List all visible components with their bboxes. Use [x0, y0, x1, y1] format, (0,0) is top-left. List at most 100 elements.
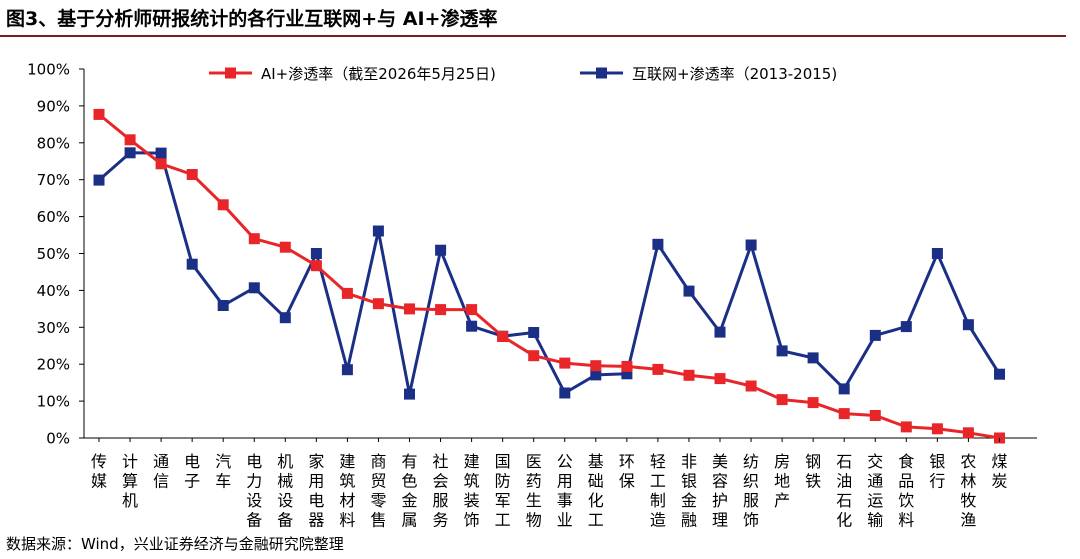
legend: AI+渗透率（截至2026年5月25日) 互联网+渗透率（2013-2015) [209, 65, 837, 83]
y-tick-label: 10% [37, 393, 70, 411]
data-point-marker [652, 238, 664, 250]
data-point-marker [621, 368, 633, 380]
x-tick-label: 食品饮料 [898, 452, 914, 530]
data-point-marker [590, 369, 602, 381]
y-tick-label: 30% [37, 319, 70, 337]
y-tick-label: 70% [37, 171, 70, 189]
x-tick-label: 传媒 [91, 452, 107, 491]
data-point-marker [900, 421, 912, 433]
data-point-marker [341, 364, 353, 376]
data-point-marker [124, 147, 136, 159]
x-tick-label: 电力设备 [246, 452, 262, 530]
x-tick-label: 机械设备 [277, 452, 293, 530]
data-point-marker [279, 241, 291, 253]
y-tick-label: 80% [37, 134, 70, 152]
data-point-marker [217, 300, 229, 311]
data-point-marker [155, 158, 167, 170]
data-point-marker [776, 394, 788, 406]
title-divider [0, 35, 1066, 37]
data-point-marker [404, 388, 415, 400]
legend-label: 互联网+渗透率（2013-2015) [632, 65, 837, 83]
data-point-marker [248, 282, 260, 294]
data-point-marker [435, 244, 447, 256]
x-tick-label: 有色金属 [401, 452, 417, 530]
x-tick-label: 纺织服饰 [743, 452, 759, 530]
series-internet [93, 147, 1005, 400]
data-point-marker [621, 360, 633, 372]
x-tick-label: 环保 [619, 452, 635, 491]
x-tick-label: 农林牧渔 [960, 452, 976, 530]
data-point-marker [310, 248, 322, 259]
x-tick-label: 电子 [184, 452, 200, 491]
y-tick-label: 0% [46, 430, 70, 448]
data-point-marker [838, 408, 850, 420]
y-tick-label: 100% [27, 61, 70, 79]
data-point-marker [559, 357, 571, 369]
data-point-marker [559, 387, 571, 399]
data-point-marker [497, 331, 509, 342]
x-tick-label: 银行 [929, 452, 945, 491]
data-point-marker [838, 383, 850, 395]
x-tick-label: 石油石化 [836, 452, 852, 530]
data-point-marker [869, 329, 881, 341]
data-point-marker [931, 248, 943, 259]
data-point-marker [869, 410, 881, 421]
x-tick-label: 轻工制造 [650, 452, 666, 530]
data-point-marker [776, 345, 788, 357]
legend-marker [225, 67, 236, 79]
y-tick-label: 20% [37, 356, 70, 374]
x-tick-label: 建筑装饰 [464, 452, 480, 530]
data-point-marker [124, 134, 136, 146]
data-point-marker [372, 225, 384, 237]
series-lines [93, 108, 1005, 444]
chart-title: 图3、基于分析师研报统计的各行业互联网+与 AI+渗透率 [6, 8, 498, 30]
x-tick-label: 计算机 [122, 452, 138, 510]
legend-label: AI+渗透率（截至2026年5月25日) [261, 65, 496, 83]
data-point-marker [341, 287, 353, 299]
x-tick-label: 社会服务 [433, 452, 449, 530]
data-point-marker [714, 373, 726, 385]
data-point-marker [93, 108, 105, 120]
data-point-marker [372, 298, 384, 310]
data-point-marker [745, 380, 757, 392]
x-tick-label: 房地产 [774, 452, 790, 510]
y-tick-label: 60% [37, 208, 70, 226]
y-axis-ticks: 0% 10% 20% 30% 40% 50% 60% 70% 80% 90% 100% [27, 61, 1037, 448]
data-point-marker [155, 147, 167, 159]
x-tick-label: 非银金融 [681, 452, 697, 530]
data-point-marker [93, 174, 105, 186]
x-tick-label: 家用电器 [308, 452, 324, 530]
data-point-marker [714, 326, 726, 338]
data-point-marker [807, 397, 819, 409]
data-source-note: 数据来源：Wind，兴业证券经济与金融研究院整理 [6, 535, 344, 553]
data-point-marker [528, 350, 540, 362]
x-tick-label: 煤炭 [991, 452, 1007, 491]
x-tick-label: 公用事业 [557, 452, 573, 530]
x-tick-label: 通信 [153, 452, 169, 491]
data-point-marker [994, 368, 1005, 380]
data-point-marker [962, 427, 974, 439]
x-tick-label: 钢铁 [805, 452, 821, 491]
legend-marker [596, 67, 607, 79]
x-tick-label: 国防军工 [495, 452, 511, 530]
x-tick-label: 商贸零售 [370, 452, 386, 530]
x-tick-label: 汽车 [215, 452, 231, 491]
y-tick-label: 90% [37, 97, 70, 115]
data-point-marker [590, 360, 602, 372]
data-point-marker [466, 304, 478, 316]
data-point-marker [217, 199, 229, 211]
data-point-marker [900, 321, 912, 333]
data-point-marker [186, 169, 198, 180]
x-tick-label: 建筑材料 [339, 452, 355, 530]
data-point-marker [745, 239, 757, 251]
data-point-marker [404, 303, 415, 315]
data-point-marker [186, 258, 198, 270]
data-point-marker [279, 312, 291, 324]
data-point-marker [683, 369, 695, 381]
data-point-marker [962, 319, 974, 331]
data-point-marker [435, 304, 447, 316]
x-tick-label: 美容护理 [712, 452, 728, 530]
y-tick-label: 40% [37, 282, 70, 300]
data-point-marker [528, 327, 540, 338]
